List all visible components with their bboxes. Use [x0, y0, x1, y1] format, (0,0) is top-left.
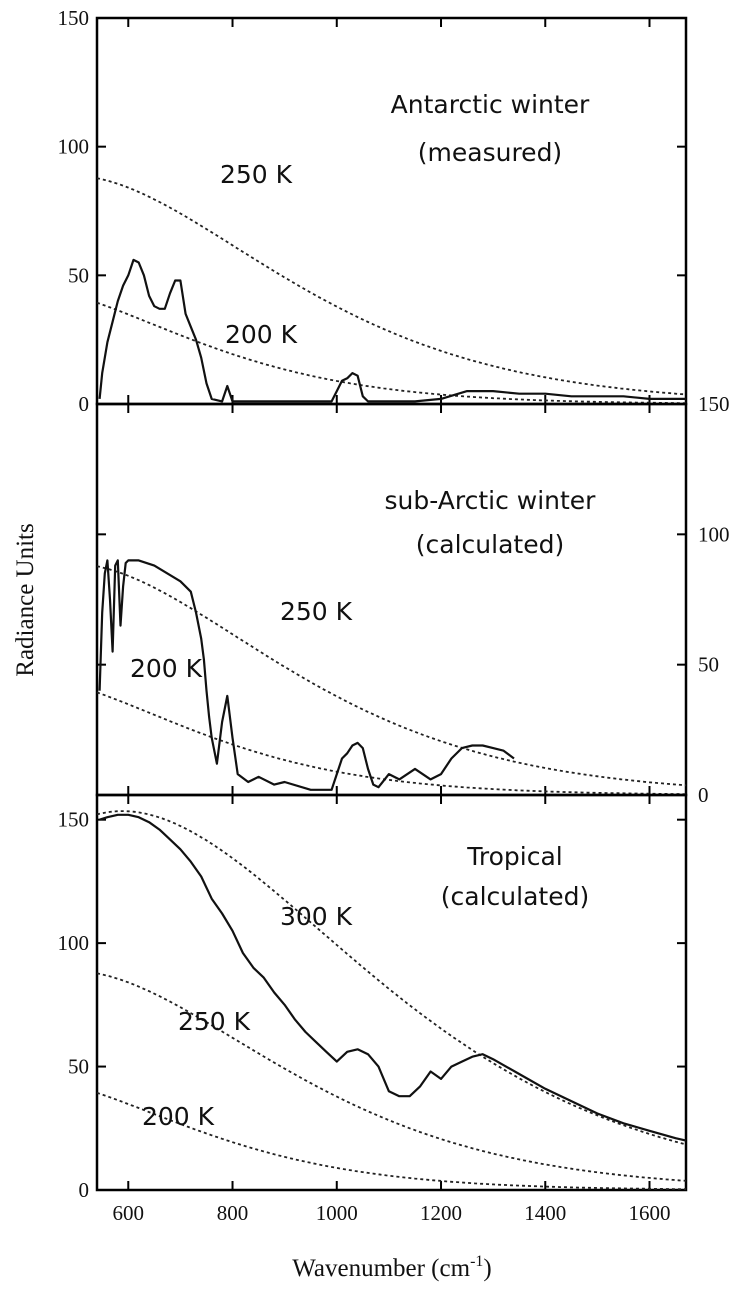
blackbody-curve-250k [96, 177, 687, 396]
y-tick-label: 0 [79, 392, 90, 416]
x-tick-label: 800 [217, 1201, 249, 1225]
spectrum-line [98, 258, 686, 403]
blackbody-curve-200k [96, 1091, 687, 1191]
blackbody-label-250k: 250 K [220, 160, 293, 189]
y-tick-label: 150 [698, 392, 730, 416]
x-tick-label: 1200 [420, 1201, 462, 1225]
spectrum-line [98, 559, 515, 791]
y-tick-label: 100 [58, 135, 90, 159]
blackbody-curve-250k [96, 972, 687, 1182]
panel-sub-arctic-winter: 0 50 100 150 250 K 200 K sub-Arctic winter (cal… [95, 392, 730, 807]
y-axis-title: Radiance Units [12, 523, 39, 676]
blackbody-curve-200k [96, 301, 686, 404]
spectrum-line [99, 813, 687, 1142]
panel-title: Antarctic winter [391, 90, 590, 119]
y-tick-label: 50 [698, 653, 719, 677]
plot-frame [95, 793, 688, 1192]
panel-tropical: 600 800 1000 1200 1400 1600 0 50 100 150 300 K 250 … [58, 793, 688, 1225]
y-tick-label: 50 [68, 1055, 89, 1079]
y-tick-label: 0 [698, 783, 709, 807]
y-tick-label: 150 [58, 6, 90, 30]
blackbody-curve-200k [96, 691, 686, 795]
blackbody-label-250k: 250 K [178, 1007, 251, 1036]
panel-title: sub-Arctic winter [385, 486, 597, 515]
blackbody-label-250k: 250 K [280, 597, 353, 626]
plot-frame [95, 16, 688, 406]
y-tick-label: 150 [58, 808, 90, 832]
panel-antarctic-winter: 0 50 100 150 250 K 200 K Antarctic winter (meas… [58, 6, 688, 416]
panel-title: Tropical [466, 842, 562, 871]
plot-frame [95, 402, 688, 797]
y-tick-label: 0 [79, 1178, 90, 1202]
blackbody-label-200k: 200 K [225, 320, 298, 349]
blackbody-label-200k: 200 K [130, 654, 203, 683]
x-tick-label: 1000 [316, 1201, 358, 1225]
panel-subtitle: (calculated) [416, 530, 564, 559]
x-tick-label: 600 [113, 1201, 145, 1225]
x-axis-title: Wavenumber (cm-1) [292, 1253, 491, 1282]
x-axis-title-main: Wavenumber (cm [292, 1255, 470, 1282]
y-tick-label: 100 [58, 931, 90, 955]
blackbody-label-200k: 200 K [142, 1102, 215, 1131]
x-axis-title-superscript: -1 [470, 1253, 483, 1270]
x-tick-label: 1600 [629, 1201, 671, 1225]
y-tick-label: 100 [698, 522, 730, 546]
y-tick-label: 50 [68, 263, 89, 287]
panel-subtitle: (measured) [418, 138, 562, 167]
panel-subtitle: (calculated) [441, 882, 589, 911]
x-tick-label: 1400 [524, 1201, 566, 1225]
x-axis-title-close: ) [483, 1255, 491, 1282]
blackbody-label-300k: 300 K [280, 902, 353, 931]
blackbody-curve-300k [96, 810, 687, 1146]
